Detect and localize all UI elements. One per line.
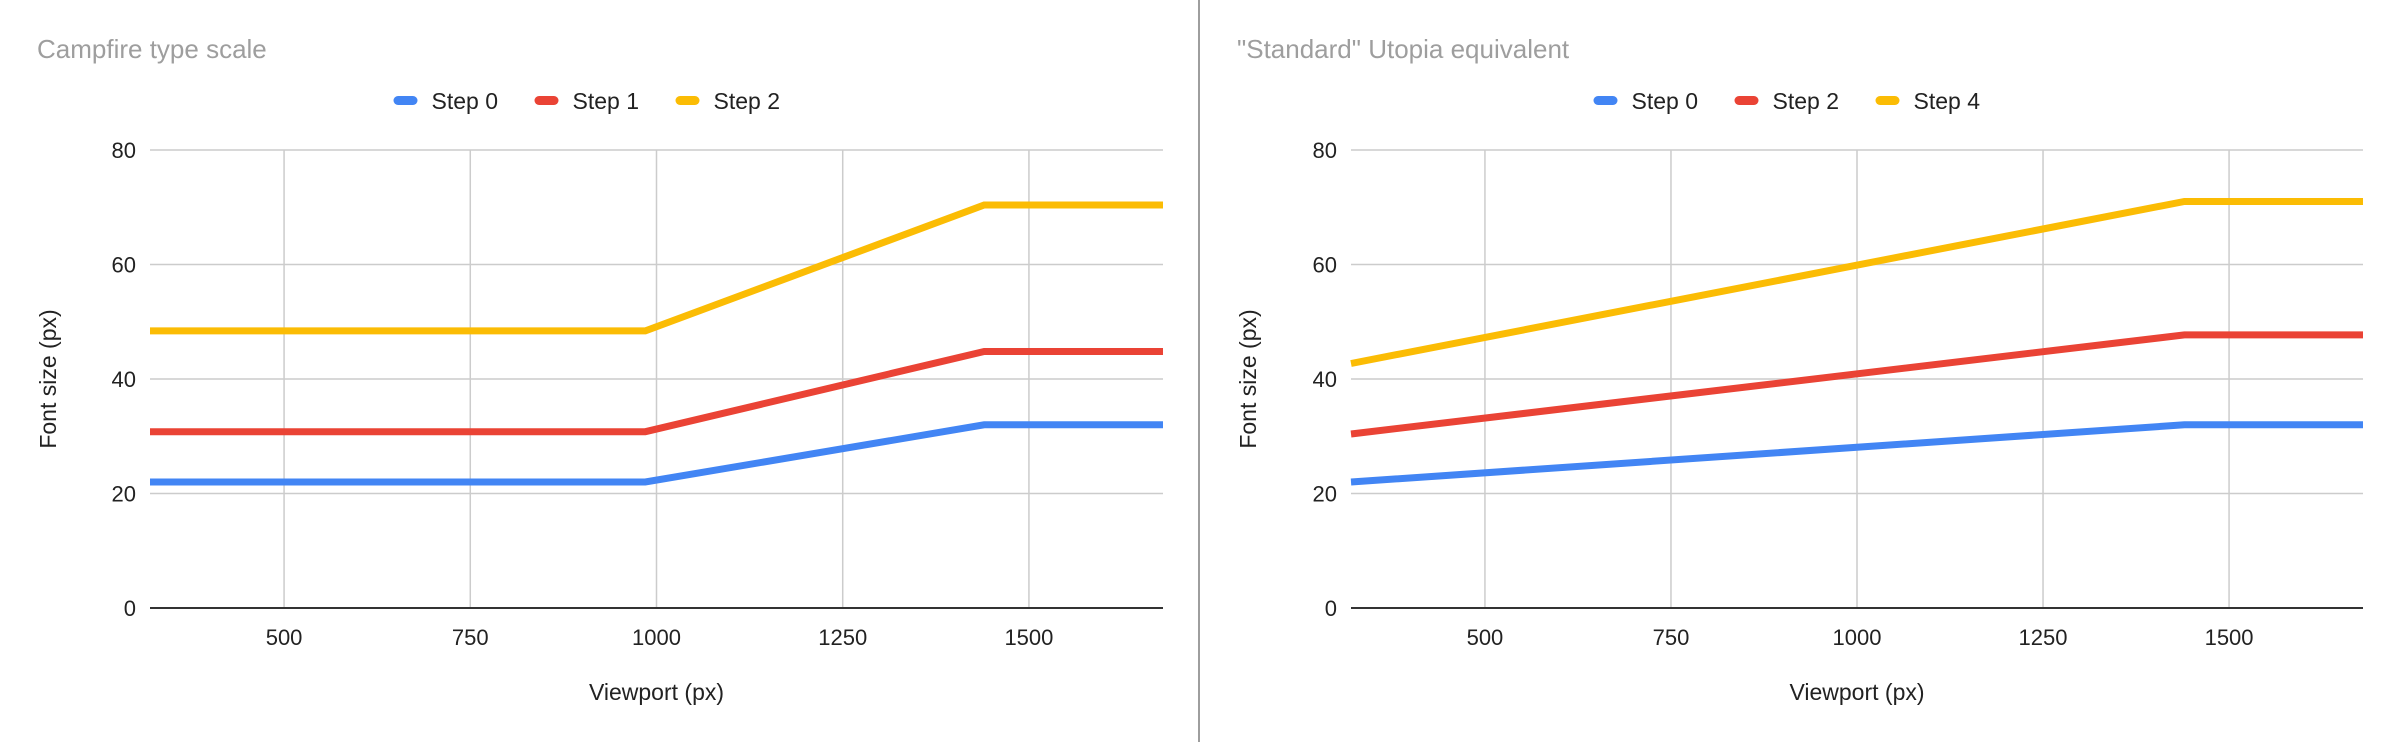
series-line-step-2 <box>150 201 1163 335</box>
y-tick-label: 60 <box>1313 253 1337 278</box>
legend-item: Step 4 <box>1875 88 1981 114</box>
legend-item: Step 0 <box>393 88 499 114</box>
chart-1: Campfire type scale 0 20 40 60 80 500 750 1000 12… <box>35 34 1163 705</box>
legend-item: Step 0 <box>1593 88 1699 114</box>
legend-label: Step 2 <box>714 88 781 114</box>
x-tick-label: 750 <box>452 625 489 650</box>
x-tick-label: 1000 <box>632 625 681 650</box>
series-line-step-0 <box>150 421 1163 486</box>
y-axis-title: Font size (px) <box>35 309 61 448</box>
x-tick-label: 1000 <box>1833 625 1882 650</box>
y-tick-label: 40 <box>1313 367 1337 392</box>
y-tick-label: 80 <box>1313 138 1337 163</box>
legend-item: Step 2 <box>1734 88 1840 114</box>
y-tick-label: 0 <box>124 596 136 621</box>
chart-2: "Standard" Utopia equivalent 0 20 40 60 80 500… <box>1235 34 2363 705</box>
legend-label: Step 4 <box>1914 88 1981 114</box>
legend-item: Step 1 <box>534 88 640 114</box>
series-line-step-1 <box>150 348 1163 436</box>
x-tick-label: 500 <box>1467 625 1504 650</box>
y-tick-label: 0 <box>1325 596 1337 621</box>
y-tick-label: 80 <box>112 138 136 163</box>
series-line-step-0 <box>1350 421 2363 486</box>
y-tick-label: 40 <box>112 367 136 392</box>
x-tick-label: 500 <box>266 625 303 650</box>
y-axis-title: Font size (px) <box>1235 309 1261 448</box>
x-tick-label: 1250 <box>2019 625 2068 650</box>
legend-label: Step 0 <box>432 88 499 114</box>
x-axis-title: Viewport (px) <box>1789 679 1924 705</box>
legend-swatch <box>675 96 700 105</box>
series-line-step-2 <box>1350 331 2363 438</box>
legend-label: Step 2 <box>1773 88 1840 114</box>
legend-label: Step 0 <box>1632 88 1699 114</box>
legend-swatch <box>1734 96 1759 105</box>
y-tick-label: 20 <box>112 482 136 507</box>
legend-item: Step 2 <box>675 88 781 114</box>
legend-swatch <box>1875 96 1900 105</box>
chart-title: "Standard" Utopia equivalent <box>1237 34 1570 64</box>
chart-title: Campfire type scale <box>37 34 267 64</box>
series-line-step-4 <box>1350 198 2363 367</box>
x-axis-title: Viewport (px) <box>589 679 724 705</box>
x-tick-label: 750 <box>1653 625 1690 650</box>
x-tick-label: 1500 <box>2205 625 2254 650</box>
y-tick-label: 20 <box>1313 482 1337 507</box>
y-tick-label: 60 <box>112 253 136 278</box>
legend-swatch <box>534 96 559 105</box>
x-tick-label: 1500 <box>1004 625 1053 650</box>
legend-swatch <box>1593 96 1618 105</box>
legend-label: Step 1 <box>573 88 640 114</box>
legend-swatch <box>393 96 418 105</box>
x-tick-label: 1250 <box>818 625 867 650</box>
